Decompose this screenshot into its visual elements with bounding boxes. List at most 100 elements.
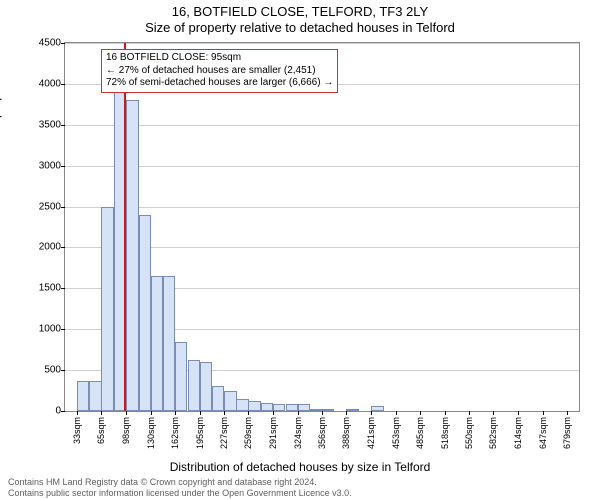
x-tick-label: 582sqm — [488, 417, 498, 449]
histogram-bar — [151, 276, 163, 411]
histogram-bar — [346, 409, 358, 411]
x-tick — [298, 411, 299, 415]
gridline — [65, 43, 579, 44]
x-tick-label: 550sqm — [464, 417, 474, 449]
y-tick-label: 500 — [44, 365, 61, 376]
x-tick — [248, 411, 249, 415]
x-tick-label: 453sqm — [391, 417, 401, 449]
histogram-bar — [175, 342, 187, 412]
y-tick-label: 1500 — [39, 283, 61, 294]
x-tick-label: 518sqm — [440, 417, 450, 449]
y-tick — [61, 84, 65, 85]
y-tick — [61, 166, 65, 167]
x-tick-label: 356sqm — [317, 417, 327, 449]
x-tick — [371, 411, 372, 415]
x-tick — [273, 411, 274, 415]
attribution-text: Contains HM Land Registry data © Crown c… — [8, 477, 352, 498]
x-tick-label: 614sqm — [513, 417, 523, 449]
x-tick — [200, 411, 201, 415]
chart-canvas: 16, BOTFIELD CLOSE, TELFORD, TF3 2LY Siz… — [0, 0, 600, 500]
x-tick-label: 647sqm — [538, 417, 548, 449]
histogram-bar — [261, 403, 273, 411]
callout-line: 16 BOTFIELD CLOSE: 95sqm — [106, 52, 333, 65]
x-tick — [322, 411, 323, 415]
y-tick — [61, 125, 65, 126]
x-tick — [396, 411, 397, 415]
property-marker-line — [124, 43, 126, 411]
y-tick-label: 4000 — [39, 78, 61, 89]
y-tick — [61, 43, 65, 44]
x-tick-label: 195sqm — [195, 417, 205, 449]
y-tick-label: 2000 — [39, 242, 61, 253]
histogram-bar — [89, 381, 101, 411]
gridline — [65, 125, 579, 126]
histogram-bar — [371, 406, 383, 411]
y-tick — [61, 329, 65, 330]
y-tick — [61, 288, 65, 289]
y-tick-label: 3000 — [39, 160, 61, 171]
histogram-bar — [126, 100, 138, 411]
x-tick-label: 679sqm — [562, 417, 572, 449]
histogram-bar — [139, 215, 151, 411]
histogram-bar — [200, 362, 212, 411]
histogram-bar — [310, 409, 322, 411]
y-tick — [61, 411, 65, 412]
callout-box: 16 BOTFIELD CLOSE: 95sqm← 27% of detache… — [101, 49, 338, 93]
x-tick — [567, 411, 568, 415]
histogram-bar — [286, 404, 298, 411]
x-tick-label: 485sqm — [415, 417, 425, 449]
histogram-bar — [188, 360, 200, 411]
y-tick-label: 3500 — [39, 119, 61, 130]
histogram-bar — [163, 276, 175, 411]
x-tick — [77, 411, 78, 415]
x-tick — [346, 411, 347, 415]
x-tick — [126, 411, 127, 415]
x-tick — [151, 411, 152, 415]
histogram-bar — [298, 404, 310, 411]
x-tick — [445, 411, 446, 415]
x-tick-label: 324sqm — [293, 417, 303, 449]
x-tick — [420, 411, 421, 415]
y-tick — [61, 207, 65, 208]
histogram-bar — [273, 404, 285, 411]
gridline — [65, 207, 579, 208]
x-tick-label: 162sqm — [170, 417, 180, 449]
chart-title: 16, BOTFIELD CLOSE, TELFORD, TF3 2LY — [0, 4, 600, 19]
histogram-bar — [248, 401, 260, 411]
histogram-bar — [322, 409, 334, 411]
x-tick — [493, 411, 494, 415]
x-tick-label: 227sqm — [219, 417, 229, 449]
histogram-bar — [212, 386, 224, 411]
histogram-bar — [101, 207, 113, 411]
gridline — [65, 166, 579, 167]
x-tick — [543, 411, 544, 415]
attribution-line-1: Contains HM Land Registry data © Crown c… — [8, 477, 352, 487]
x-tick-label: 65sqm — [96, 417, 106, 444]
y-tick-label: 1000 — [39, 324, 61, 335]
callout-line: 72% of semi-detached houses are larger (… — [106, 77, 333, 90]
y-axis-label: Number of detached properties — [0, 65, 2, 230]
x-tick-label: 33sqm — [72, 417, 82, 444]
x-tick-label: 291sqm — [268, 417, 278, 449]
x-tick — [469, 411, 470, 415]
x-tick — [175, 411, 176, 415]
x-tick — [518, 411, 519, 415]
x-tick-label: 98sqm — [121, 417, 131, 444]
x-tick — [224, 411, 225, 415]
histogram-bar — [236, 399, 248, 411]
y-tick-label: 2500 — [39, 201, 61, 212]
chart-subtitle: Size of property relative to detached ho… — [0, 20, 600, 35]
y-tick — [61, 247, 65, 248]
callout-line: ← 27% of detached houses are smaller (2,… — [106, 65, 333, 78]
y-tick-label: 4500 — [39, 38, 61, 49]
x-tick-label: 421sqm — [366, 417, 376, 449]
histogram-bar — [224, 391, 236, 411]
x-tick-label: 259sqm — [243, 417, 253, 449]
y-tick-label: 0 — [55, 406, 61, 417]
attribution-line-2: Contains public sector information licen… — [8, 488, 352, 498]
plot-area: 05001000150020002500300035004000450033sq… — [64, 42, 580, 412]
y-tick — [61, 370, 65, 371]
x-tick — [101, 411, 102, 415]
x-tick-label: 388sqm — [341, 417, 351, 449]
histogram-bar — [77, 381, 89, 411]
